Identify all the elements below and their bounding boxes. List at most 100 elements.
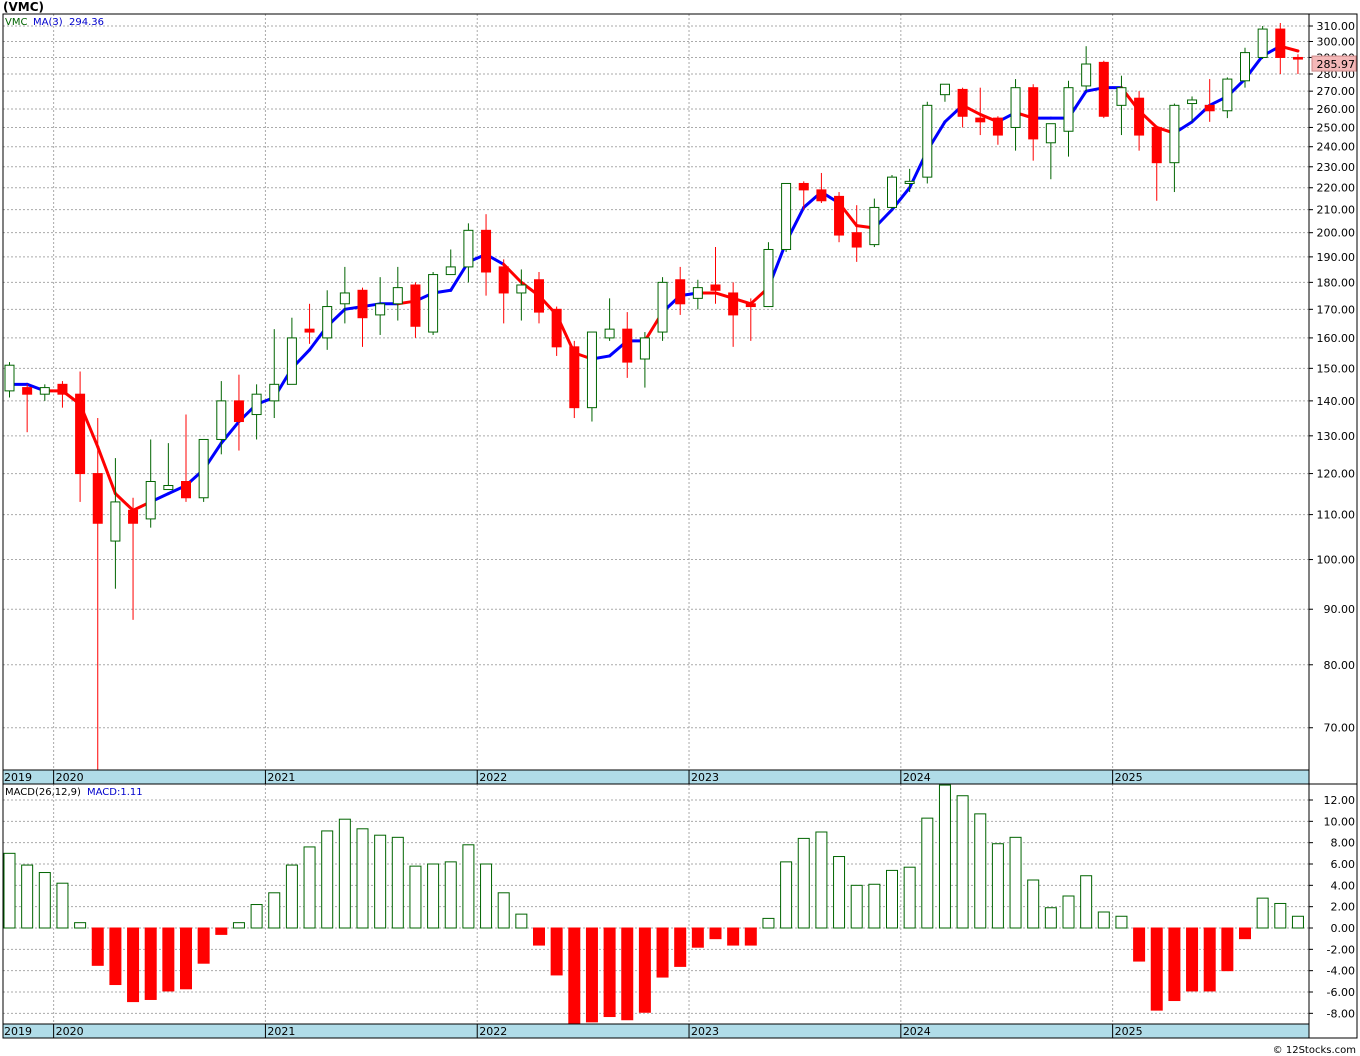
candle-down	[675, 279, 686, 305]
macd-bar-positive	[356, 828, 369, 929]
candle-up	[392, 287, 403, 305]
macd-bar-negative	[215, 927, 228, 935]
macd-grid	[3, 784, 1309, 1024]
macd-bar-negative	[550, 927, 563, 976]
candle-up	[251, 393, 262, 416]
macd-bar-positive	[1274, 902, 1287, 929]
macd-bar-positive	[480, 863, 493, 929]
price-tick-label: 120.00	[1317, 468, 1356, 481]
macd-bar-negative	[144, 927, 157, 1000]
macd-bar-positive	[303, 846, 316, 929]
candle-down	[534, 279, 544, 313]
candle-down	[304, 328, 315, 333]
macd-tick-label: 4.00	[1331, 879, 1356, 892]
macd-bar-positive	[1256, 897, 1269, 929]
macd-bar-positive	[1291, 915, 1304, 929]
price-tick-label: 80.00	[1324, 659, 1356, 672]
candle-up	[1081, 63, 1092, 87]
candle-up	[1187, 99, 1198, 105]
macd-tick-label: 8.00	[1331, 837, 1356, 850]
macd-bar-negative	[1221, 927, 1234, 972]
macd-axis-frame	[1308, 783, 1358, 1039]
macd-bar-negative	[691, 927, 704, 948]
candle-down	[622, 328, 633, 363]
macd-bar-positive	[56, 882, 69, 929]
macd-bar-negative	[568, 927, 581, 1025]
price-tick-label: 260.00	[1317, 103, 1356, 116]
candle-up	[781, 182, 792, 250]
candle-up	[1257, 28, 1268, 58]
legend-ma-value: 294.36	[69, 17, 104, 28]
candle-down	[851, 232, 862, 248]
price-tick-label: 190.00	[1317, 251, 1356, 264]
price-tick-label: 240.00	[1317, 141, 1356, 154]
price-tick-label: 200.00	[1317, 227, 1356, 240]
macd-bar-positive	[1115, 915, 1128, 929]
candle-up	[639, 337, 650, 360]
candle-up	[216, 400, 227, 440]
macd-bar-positive	[515, 913, 528, 929]
candle-up	[163, 485, 174, 491]
macd-bar-positive	[797, 837, 810, 929]
macd-bar-positive	[268, 892, 281, 929]
price-x-tick-label: 2020	[56, 771, 84, 784]
macd-bar-positive	[1062, 895, 1075, 929]
macd-bar-positive	[409, 865, 422, 929]
macd-bar-positive	[762, 917, 775, 929]
macd-tick-label: 6.00	[1331, 858, 1356, 871]
macd-bar-negative	[656, 927, 669, 978]
candle-down	[57, 383, 68, 395]
macd-bar-negative	[621, 927, 634, 1021]
candle-up	[198, 438, 209, 499]
candle-up	[1222, 78, 1233, 112]
candle-up	[1063, 87, 1074, 132]
macd-bar-positive	[780, 861, 793, 929]
candle-down	[128, 509, 139, 524]
macd-y-axis: -8.00 -6.00 -4.00 -2.00 0.00 2.00 4.00 6.00 8.00…	[1309, 794, 1355, 1020]
macd-bar-positive	[427, 863, 440, 929]
price-tick-label: 70.00	[1324, 722, 1356, 735]
candle-down	[410, 284, 421, 327]
price-tick-label: 90.00	[1324, 603, 1356, 616]
candle-up	[110, 501, 121, 542]
price-tick-label: 130.00	[1317, 430, 1356, 443]
macd-bars	[3, 784, 1304, 1025]
macd-bar-positive	[21, 864, 34, 929]
price-tick-label: 270.00	[1317, 85, 1356, 98]
macd-bar-negative	[1239, 927, 1251, 940]
macd-bar-negative	[1186, 927, 1199, 992]
macd-x-tick-label: 2025	[1115, 1025, 1143, 1038]
candle-up	[657, 281, 668, 333]
price-tick-label: 110.00	[1317, 509, 1356, 522]
price-tick-label: 160.00	[1317, 332, 1356, 345]
macd-bar-positive	[886, 869, 898, 929]
price-tick-label: 300.00	[1317, 35, 1356, 48]
macd-bar-positive	[232, 922, 245, 929]
macd-bar-negative	[1203, 927, 1216, 992]
price-candles	[4, 22, 1303, 770]
candle-down	[798, 182, 809, 191]
macd-bar-positive	[1080, 875, 1093, 929]
macd-bar-positive	[321, 830, 334, 929]
candle-down	[22, 387, 33, 395]
price-tick-label: 170.00	[1317, 303, 1356, 316]
candle-down	[569, 346, 580, 409]
candle-up	[922, 104, 933, 178]
macd-x-tick-label: 2020	[56, 1025, 84, 1038]
price-tick-label: 150.00	[1317, 362, 1356, 375]
macd-x-tick-label: 2023	[691, 1025, 719, 1038]
macd-bar-positive	[815, 831, 828, 929]
price-tick-label: 220.00	[1317, 182, 1356, 195]
candle-down	[181, 480, 191, 499]
price-tick-label: 100.00	[1317, 554, 1356, 567]
macd-bar-positive	[462, 844, 475, 929]
candle-up	[39, 387, 50, 395]
macd-bar-positive	[338, 818, 351, 929]
candle-up	[586, 331, 597, 409]
macd-tick-label: -2.00	[1327, 943, 1355, 956]
price-x-tick-label: 2025	[1115, 771, 1143, 784]
macd-tick-label: -4.00	[1327, 965, 1355, 978]
panel-frames: 2019 2019 2020 2020 2021 2021 2022 2022 2023 2023…	[2, 13, 1358, 1039]
macd-bar-negative	[162, 927, 175, 992]
